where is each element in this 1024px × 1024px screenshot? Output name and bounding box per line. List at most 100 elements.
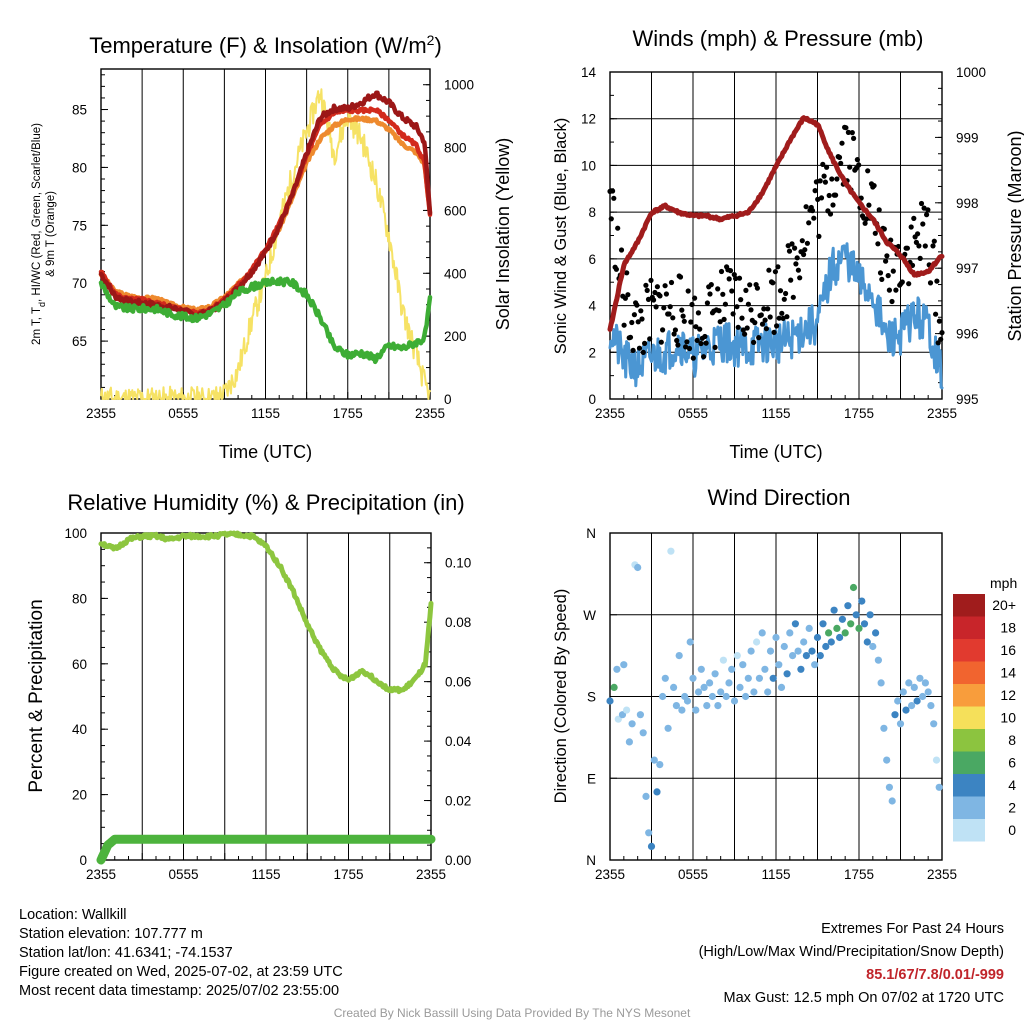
y-tick-label: 65 (72, 334, 87, 349)
x-tick-label: 1155 (251, 406, 280, 421)
direction-point (672, 702, 681, 710)
direction-point (924, 688, 932, 696)
gust-point (877, 270, 884, 276)
y-tick-label: N (586, 526, 596, 541)
gust-point (756, 335, 762, 341)
x-tick-label: 2355 (595, 406, 625, 421)
gust-point (931, 238, 937, 244)
gust-point (758, 312, 764, 318)
gust-point (934, 278, 940, 284)
direction-point (849, 583, 858, 592)
y-tick-label: 14 (581, 65, 597, 80)
direction-point (697, 665, 705, 673)
gust-point (730, 311, 736, 317)
gust-point (788, 277, 794, 283)
direction-point (797, 665, 805, 673)
direction-point (614, 715, 622, 723)
direction-point (722, 692, 730, 701)
gust-point (681, 318, 687, 324)
y2-tick-label: 0.10 (445, 556, 471, 571)
gust-point (879, 276, 885, 282)
gust-point (657, 293, 663, 299)
direction-point (894, 697, 902, 705)
direction-point (670, 683, 678, 692)
gust-point (784, 314, 790, 320)
extremes-title: Extremes For Past 24 Hours (821, 921, 1004, 937)
gust-point (668, 279, 675, 286)
direction-point (783, 670, 791, 678)
direction-point (902, 706, 910, 714)
direction-point (866, 611, 874, 619)
gust-point (726, 276, 732, 282)
y2-tick-label: 600 (444, 203, 467, 218)
x-tick-label: 0555 (678, 867, 708, 882)
direction-point (628, 720, 636, 728)
y-tick-label: 80 (72, 160, 87, 175)
gust-point (866, 202, 872, 208)
gust-point (679, 307, 685, 313)
gust-point (918, 200, 925, 207)
direction-point (744, 674, 752, 682)
direction-point (659, 692, 667, 701)
gust-point (739, 315, 745, 321)
gust-point (862, 220, 868, 226)
direction-point (805, 624, 813, 633)
direction-point (717, 688, 725, 696)
gust-point (663, 291, 670, 297)
direction-point (794, 647, 802, 655)
gust-point (718, 268, 725, 275)
y-tick-label: 2 (588, 345, 596, 360)
colorbar-swatch (953, 819, 985, 842)
x-axis-label: Time (UTC) (219, 442, 312, 462)
gust-point (703, 340, 709, 346)
x-tick-label: 1155 (761, 867, 790, 882)
gust-point (613, 266, 620, 272)
gust-point (736, 275, 743, 281)
y-tick-label: 10 (581, 158, 596, 173)
gust-point (683, 344, 689, 350)
x-axis-label: Time (UTC) (729, 442, 822, 462)
y-tick-label: E (587, 771, 596, 786)
direction-point (661, 674, 669, 682)
colorbar-label: 14 (1000, 665, 1016, 681)
gust-point (720, 291, 726, 297)
y2-tick-label: 800 (444, 141, 467, 156)
gust-point (624, 270, 630, 276)
x-tick-label: 0555 (168, 406, 198, 421)
x-tick-label: 1755 (333, 867, 363, 882)
gust-point (781, 296, 787, 302)
y2-axis-label: Solar Insolation (Yellow) (493, 138, 513, 330)
gust-point (694, 337, 700, 343)
gust-point (765, 306, 771, 312)
direction-point (689, 674, 697, 682)
gust-point (701, 354, 707, 360)
gust-point (936, 318, 943, 324)
y2-tick-label: 996 (956, 327, 979, 342)
gust-point (829, 176, 835, 182)
y2-tick-label: 200 (444, 329, 467, 344)
gust-point (658, 339, 664, 345)
direction-point (800, 638, 808, 646)
gust-point (722, 301, 729, 307)
gust-point (685, 288, 691, 294)
direction-point (647, 842, 656, 851)
gust-point (856, 162, 862, 168)
direction-point (830, 606, 838, 614)
direction-point (775, 661, 783, 669)
gust-point (789, 241, 795, 247)
credit-text: Created By Nick Bassill Using Data Provi… (333, 1006, 691, 1020)
gust-point (766, 267, 772, 273)
gust-point (667, 304, 673, 310)
gust-point (638, 308, 644, 314)
direction-point (711, 670, 719, 678)
gust-point (865, 168, 871, 174)
gust-point (630, 347, 636, 353)
y-axis-label: Percent & Precipitation (26, 599, 47, 792)
gust-point (618, 247, 625, 253)
y-tick-label: 70 (72, 276, 87, 291)
direction-point (883, 756, 891, 764)
y2-tick-label: 999 (956, 130, 979, 145)
direction-point (694, 688, 703, 696)
chart-title: Wind Direction (707, 485, 850, 510)
